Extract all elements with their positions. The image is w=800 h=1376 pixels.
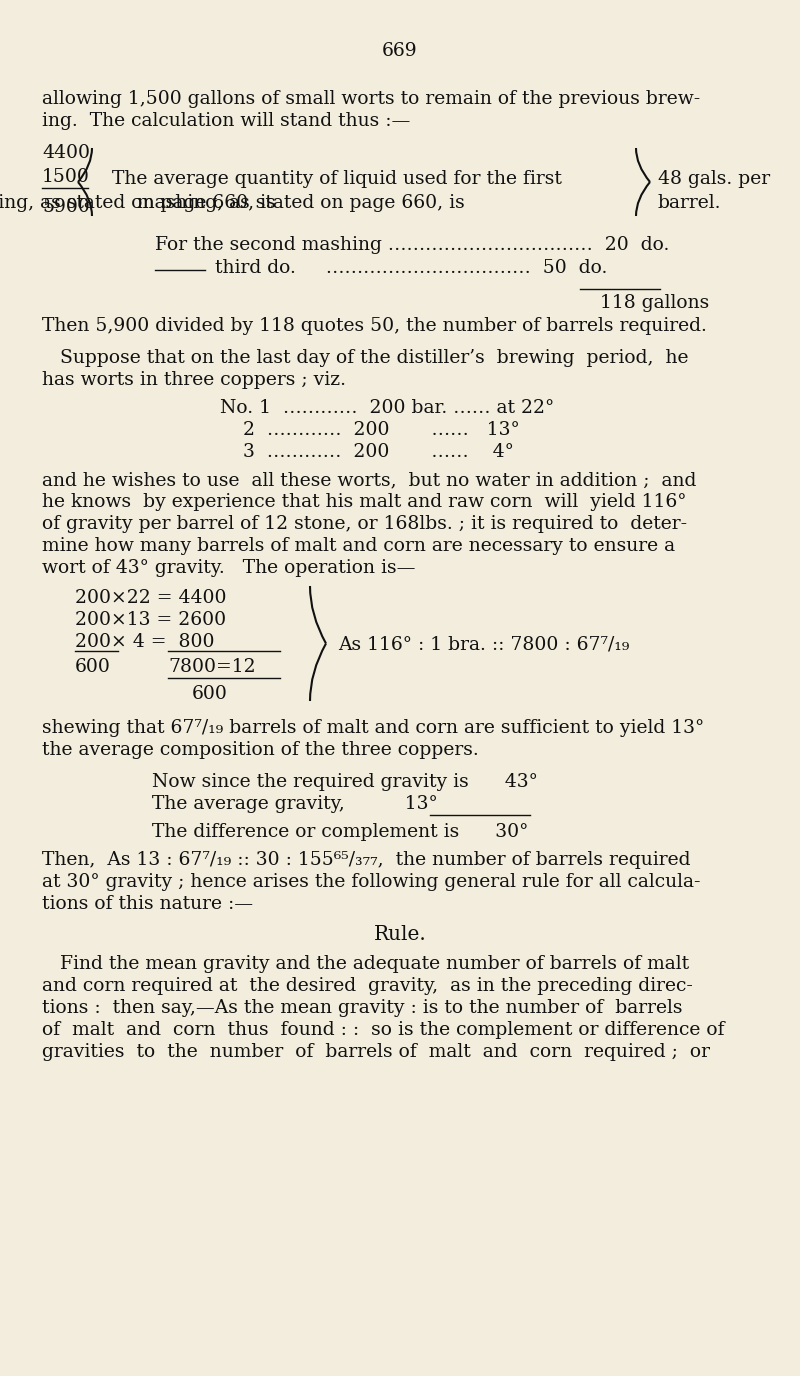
Text: 1500: 1500 [42,168,90,186]
Text: The difference or complement is      30°: The difference or complement is 30° [152,823,528,841]
Text: Then,  As 13 : 67⁷/₁₉ :: 30 : 155⁶⁵/₃₇₇,  the number of barrels required: Then, As 13 : 67⁷/₁₉ :: 30 : 155⁶⁵/₃₇₇, … [42,850,690,870]
Text: The average quantity of liquid used for the first: The average quantity of liquid used for … [112,171,562,189]
Text: 600: 600 [75,658,111,676]
Text: of gravity per barrel of 12 stone, or 168lbs. ; it is required to  deter-: of gravity per barrel of 12 stone, or 16… [42,515,687,533]
Text: mashing, as stated on page 660, is: mashing, as stated on page 660, is [137,194,465,212]
Text: 2  …………  200       ……   13°: 2 ………… 200 …… 13° [243,421,520,439]
Text: Rule.: Rule. [374,925,426,944]
Text: As 116° : 1 bra. :: 7800 : 67⁷/₁₉: As 116° : 1 bra. :: 7800 : 67⁷/₁₉ [338,636,630,654]
Text: Find the mean gravity and the adequate number of barrels of malt: Find the mean gravity and the adequate n… [60,955,689,973]
Text: 669: 669 [382,43,418,61]
Text: at 30° gravity ; hence arises the following general rule for all calcula-: at 30° gravity ; hence arises the follow… [42,872,701,892]
Text: mine how many barrels of malt and corn are necessary to ensure a: mine how many barrels of malt and corn a… [42,537,675,555]
Text: gravities  to  the  number  of  barrels of  malt  and  corn  required ;  or: gravities to the number of barrels of ma… [42,1043,710,1061]
Text: and corn required at  the desired  gravity,  as in the preceding direc-: and corn required at the desired gravity… [42,977,693,995]
Text: third do.     ……………………………  50  do.: third do. …………………………… 50 do. [215,259,607,277]
Text: wort of 43° gravity.   The operation is—: wort of 43° gravity. The operation is— [42,559,415,577]
Text: For the second mashing ……………………………  20  do.: For the second mashing …………………………… 20 do… [155,237,670,255]
Text: 4400: 4400 [42,144,90,162]
Text: has worts in three coppers ; viz.: has worts in three coppers ; viz. [42,372,346,389]
Text: 600: 600 [192,685,228,703]
Text: ing.  The calculation will stand thus :—: ing. The calculation will stand thus :— [42,111,410,129]
Text: the average composition of the three coppers.: the average composition of the three cop… [42,742,478,760]
Text: tions :  then say,—As the mean gravity : is to the number of  barrels: tions : then say,—As the mean gravity : … [42,999,682,1017]
Text: Suppose that on the last day of the distiller’s  brewing  period,  he: Suppose that on the last day of the dist… [60,350,689,367]
Text: 48 gals. per: 48 gals. per [658,171,770,189]
Text: 118 gallons: 118 gallons [600,294,710,312]
Text: Now since the required gravity is      43°: Now since the required gravity is 43° [152,773,538,791]
Text: The average gravity,          13°: The average gravity, 13° [152,795,438,813]
Text: Then 5,900 divided by 118 quotes 50, the number of barrels required.: Then 5,900 divided by 118 quotes 50, the… [42,316,707,334]
Text: 5900: 5900 [42,198,90,216]
Text: allowing 1,500 gallons of small worts to remain of the previous brew-: allowing 1,500 gallons of small worts to… [42,89,700,107]
Text: of  malt  and  corn  thus  found : :  so is the complement or difference of: of malt and corn thus found : : so is th… [42,1021,725,1039]
Text: and he wishes to use  all these worts,  but no water in addition ;  and: and he wishes to use all these worts, bu… [42,471,696,488]
Text: barrel.: barrel. [658,194,722,212]
Text: shewing that 67⁷/₁₉ barrels of malt and corn are sufficient to yield 13°: shewing that 67⁷/₁₉ barrels of malt and … [42,720,704,738]
Text: No. 1  …………  200 bar. …… at 22°: No. 1 ………… 200 bar. …… at 22° [220,399,554,417]
Text: 3  …………  200       ……    4°: 3 ………… 200 …… 4° [243,443,514,461]
Text: 7800=12: 7800=12 [168,658,256,676]
Text: mashing, as stated on page 660, is: mashing, as stated on page 660, is [0,194,276,212]
Text: he knows  by experience that his malt and raw corn  will  yield 116°: he knows by experience that his malt and… [42,493,686,510]
Text: 200×13 = 2600: 200×13 = 2600 [75,611,226,629]
Text: 200× 4 =  800: 200× 4 = 800 [75,633,214,651]
Text: tions of this nature :—: tions of this nature :— [42,894,253,914]
Text: 200×22 = 4400: 200×22 = 4400 [75,589,226,607]
